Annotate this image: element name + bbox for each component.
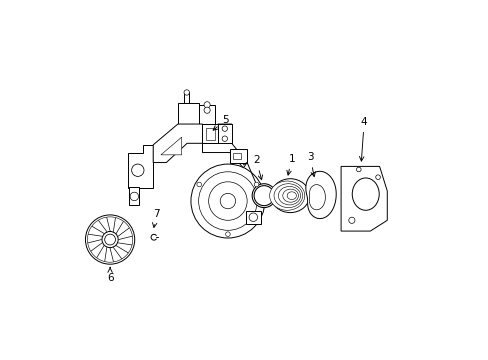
Circle shape bbox=[208, 182, 246, 220]
Circle shape bbox=[356, 167, 360, 172]
Text: 5: 5 bbox=[213, 115, 228, 130]
Polygon shape bbox=[202, 124, 218, 143]
Polygon shape bbox=[230, 149, 246, 163]
Text: 4: 4 bbox=[359, 117, 367, 161]
Polygon shape bbox=[245, 211, 261, 224]
Text: 3: 3 bbox=[306, 152, 315, 176]
Text: 7: 7 bbox=[152, 209, 159, 228]
Circle shape bbox=[85, 215, 135, 264]
Circle shape bbox=[104, 234, 115, 245]
Polygon shape bbox=[218, 124, 231, 143]
Polygon shape bbox=[202, 124, 246, 168]
Polygon shape bbox=[161, 137, 182, 155]
Ellipse shape bbox=[278, 186, 300, 205]
Circle shape bbox=[375, 175, 380, 180]
Polygon shape bbox=[305, 171, 336, 219]
Circle shape bbox=[102, 231, 118, 248]
Text: 2: 2 bbox=[253, 155, 262, 180]
Circle shape bbox=[197, 182, 201, 187]
Circle shape bbox=[348, 217, 354, 223]
Circle shape bbox=[130, 192, 138, 201]
Circle shape bbox=[198, 172, 257, 230]
Ellipse shape bbox=[286, 192, 296, 199]
Text: 6: 6 bbox=[106, 267, 113, 283]
Polygon shape bbox=[309, 185, 325, 210]
Ellipse shape bbox=[273, 184, 302, 208]
Circle shape bbox=[183, 90, 189, 95]
Polygon shape bbox=[183, 93, 189, 103]
Circle shape bbox=[222, 136, 227, 141]
Circle shape bbox=[203, 107, 210, 113]
Circle shape bbox=[254, 182, 258, 187]
Circle shape bbox=[252, 184, 275, 208]
Ellipse shape bbox=[282, 189, 298, 202]
Polygon shape bbox=[341, 166, 386, 231]
Circle shape bbox=[131, 164, 143, 176]
Circle shape bbox=[222, 126, 227, 131]
Ellipse shape bbox=[351, 178, 378, 210]
Circle shape bbox=[254, 186, 274, 206]
Polygon shape bbox=[233, 153, 241, 159]
Circle shape bbox=[87, 217, 132, 262]
Ellipse shape bbox=[270, 179, 309, 213]
Polygon shape bbox=[205, 128, 214, 140]
Polygon shape bbox=[129, 187, 139, 205]
Circle shape bbox=[225, 232, 230, 237]
Ellipse shape bbox=[269, 181, 304, 210]
Circle shape bbox=[190, 164, 264, 238]
Polygon shape bbox=[178, 103, 199, 126]
Polygon shape bbox=[127, 145, 153, 188]
Circle shape bbox=[248, 213, 257, 221]
Circle shape bbox=[203, 102, 210, 108]
Polygon shape bbox=[199, 105, 214, 124]
Circle shape bbox=[220, 193, 235, 209]
Polygon shape bbox=[153, 124, 202, 163]
Text: 1: 1 bbox=[286, 154, 295, 175]
